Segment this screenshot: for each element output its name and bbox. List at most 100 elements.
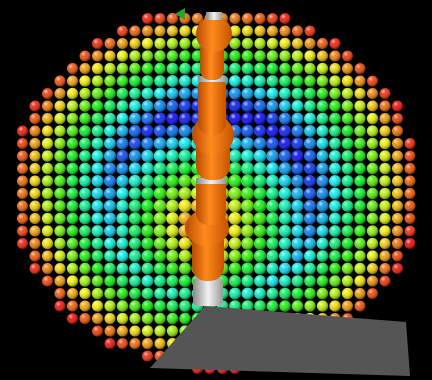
sphere-shading	[317, 150, 329, 162]
sphere-shading	[317, 213, 329, 225]
sphere-shading	[17, 201, 28, 212]
sphere-shading	[392, 138, 403, 149]
sphere-shading	[117, 338, 128, 349]
sphere-shading	[167, 275, 179, 287]
sphere-shading	[67, 238, 78, 249]
sphere-shading	[117, 88, 129, 100]
sphere-shading	[42, 113, 53, 124]
sphere-shading	[166, 125, 178, 137]
sphere-shading	[254, 75, 266, 87]
sphere-shading	[42, 188, 53, 199]
sphere-shading	[117, 63, 128, 74]
sphere-shading	[267, 75, 279, 87]
sphere-shading	[367, 113, 378, 124]
sphere-shading	[405, 213, 416, 224]
sphere-shading	[279, 187, 291, 199]
sphere-shading	[30, 263, 41, 274]
sphere-shading	[267, 113, 279, 125]
sphere-shading	[92, 38, 103, 49]
sphere-shading	[92, 138, 104, 150]
sphere-shading	[166, 237, 178, 249]
sphere-shading	[342, 238, 353, 249]
sphere-shading	[142, 75, 154, 87]
sphere-shading	[67, 313, 78, 324]
sphere-shading	[279, 250, 291, 262]
sphere-shading	[166, 200, 179, 213]
sphere-shading	[104, 125, 116, 137]
sphere-shading	[154, 212, 166, 224]
sphere-shading	[342, 138, 354, 150]
sphere-shading	[117, 163, 129, 175]
sphere-shading	[167, 100, 179, 112]
sphere-shading	[329, 263, 340, 274]
sphere-shading	[129, 63, 140, 74]
sphere-shading	[141, 125, 153, 137]
sphere-shading	[279, 225, 291, 237]
sphere-shading	[67, 263, 78, 274]
sphere-shading	[117, 326, 128, 337]
sphere-shading	[392, 226, 403, 237]
sphere-shading	[292, 275, 304, 287]
sphere-shading	[367, 175, 378, 186]
sphere-shading	[354, 163, 365, 174]
sphere-shading	[54, 225, 65, 236]
sphere-shading	[166, 187, 179, 200]
sphere-shading	[267, 300, 279, 312]
sphere-shading	[142, 275, 154, 287]
sphere-shading	[129, 50, 140, 61]
sphere-shading	[317, 51, 328, 62]
sphere-shading	[117, 75, 128, 86]
sphere-shading	[54, 138, 65, 149]
sphere-shading	[92, 238, 104, 250]
sphere-shading	[317, 263, 329, 275]
sphere-shading	[354, 113, 365, 124]
sphere-shading	[67, 188, 79, 200]
sphere-shading	[17, 226, 28, 237]
sphere-shading	[154, 113, 166, 125]
sphere-shading	[154, 313, 165, 324]
sphere-shading	[117, 288, 128, 299]
sphere-shading	[179, 88, 191, 100]
sphere-shading	[117, 150, 129, 162]
sphere-shading	[342, 51, 353, 62]
sphere-shading	[342, 88, 353, 99]
sphere-shading	[304, 163, 316, 175]
sphere-shading	[67, 113, 78, 124]
sphere-shading	[54, 213, 65, 224]
sphere-shading	[179, 250, 191, 262]
sphere-shading	[291, 212, 303, 224]
sphere-shading	[104, 150, 116, 162]
sphere-shading	[42, 150, 53, 161]
sphere-shading	[142, 263, 154, 275]
sphere-shading	[292, 238, 304, 250]
sphere-shading	[179, 100, 191, 112]
sphere-shading	[291, 187, 303, 199]
sphere-shading	[392, 238, 403, 249]
sphere-shading	[129, 263, 141, 275]
sphere-shading	[129, 138, 141, 150]
sphere-shading	[380, 238, 391, 249]
sphere-shading	[55, 263, 66, 274]
sphere-shading	[179, 75, 191, 87]
sphere-shading	[304, 238, 316, 250]
sphere-shading	[55, 88, 66, 99]
sphere-shading	[267, 288, 279, 300]
sphere-shading	[42, 213, 53, 224]
sphere-shading	[329, 113, 341, 125]
sphere-shading	[254, 275, 266, 287]
sphere-shading	[379, 188, 390, 199]
sphere-shading	[155, 338, 166, 349]
sphere-shading	[229, 250, 241, 262]
sphere-shading	[354, 213, 365, 224]
sphere-shading	[330, 51, 341, 62]
sphere-shading	[354, 125, 365, 136]
sphere-shading	[379, 225, 390, 236]
sphere-shading	[317, 38, 328, 49]
sphere-shading	[304, 250, 316, 262]
sphere-shading	[92, 326, 103, 337]
sphere-shading	[79, 275, 90, 286]
sphere-shading	[266, 150, 278, 162]
sphere-shading	[379, 213, 390, 224]
sphere-shading	[367, 200, 378, 211]
sphere-shading	[279, 162, 291, 174]
